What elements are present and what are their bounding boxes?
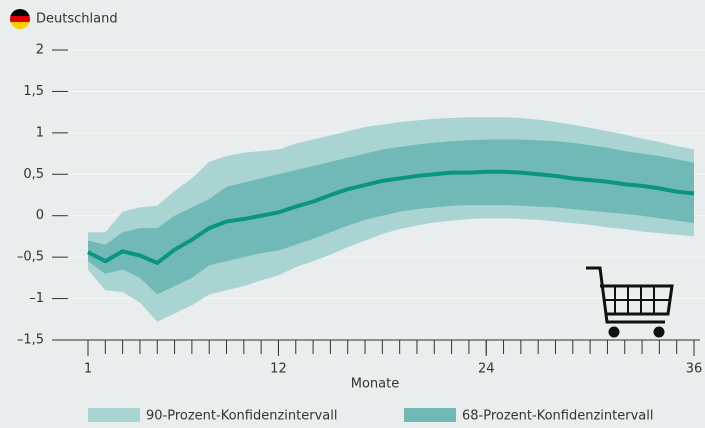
- y-tick-label: 2: [36, 43, 44, 58]
- legend-label: 68-Prozent-Konfidenzintervall: [462, 409, 653, 424]
- plot: –1,5 –1 –0,5 0 0,5 1 1,5 2 1 12 24 36: [17, 43, 705, 377]
- x-tick-label: 36: [686, 362, 703, 377]
- y-tick-label: –0,5: [17, 250, 44, 265]
- x-tick-label: 24: [478, 362, 495, 377]
- legend-swatch: [88, 408, 140, 422]
- x-tick-label: 12: [270, 362, 287, 377]
- y-tick-label: 1,5: [23, 84, 44, 99]
- legend-swatch: [404, 408, 456, 422]
- x-axis-label: Monate: [351, 377, 399, 392]
- confidence-band: [88, 139, 694, 295]
- center-line: [87, 169, 695, 265]
- y-tick-label: 0,5: [23, 167, 44, 182]
- flag-icon: [10, 9, 30, 29]
- legend-label: 90-Prozent-Konfidenzintervall: [146, 409, 337, 424]
- cart-icon: [586, 266, 674, 338]
- y-tick-label: 1: [36, 125, 44, 140]
- y-tick-label: –1: [29, 291, 44, 306]
- chart-title: Deutschland: [36, 12, 118, 27]
- y-tick-label: 0: [36, 208, 44, 223]
- y-tick-label: –1,5: [17, 333, 44, 348]
- x-tick-label: 1: [84, 362, 92, 377]
